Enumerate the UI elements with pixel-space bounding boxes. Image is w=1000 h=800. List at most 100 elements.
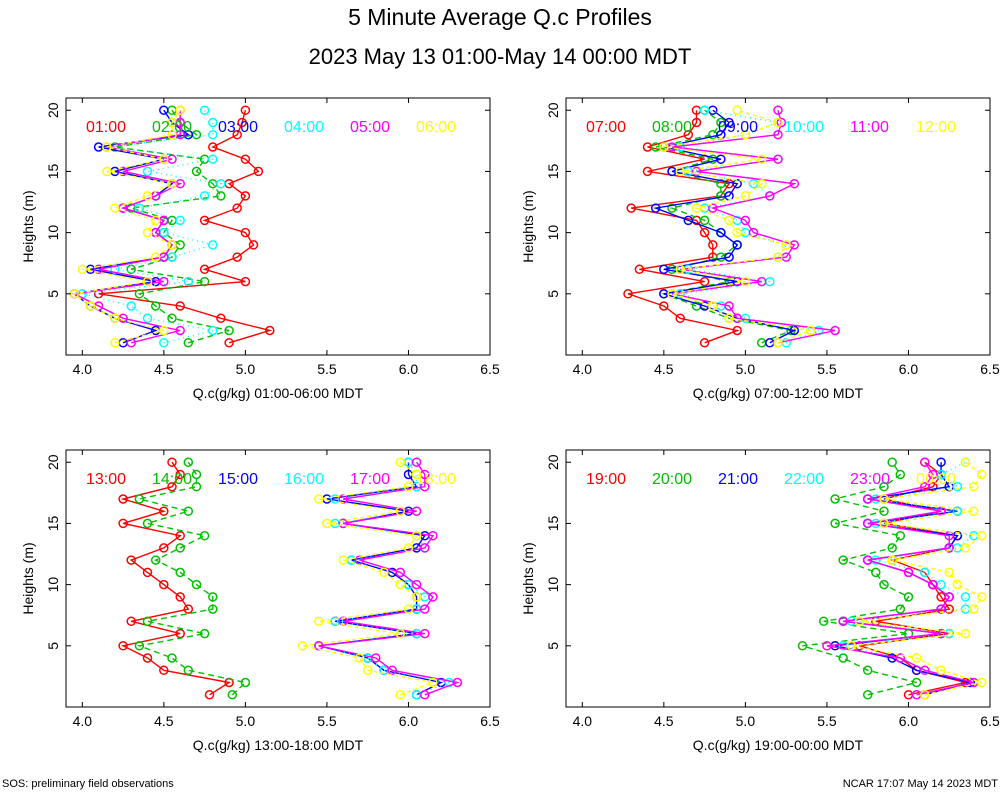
data-point-20:00-h8 (895, 604, 906, 614)
data-point-12:00-h15 (675, 166, 685, 177)
data-point-20:00-h11 (871, 567, 881, 578)
x-tick-label: 6.5 (980, 713, 1000, 729)
data-point-08:00-h11 (699, 215, 710, 226)
x-tick-label: 6.5 (980, 361, 1000, 377)
data-point-23:00-h9 (944, 592, 954, 602)
data-point-00:00-h16 (968, 506, 979, 516)
data-point-00:00-h8 (968, 604, 979, 614)
legend-entry-23:00: 23:00 (850, 471, 890, 488)
data-point-03:00-h20 (159, 105, 169, 115)
data-point-17:00-h2 (452, 677, 463, 688)
data-point-23:00-h18 (920, 481, 930, 492)
data-point-00:00-h20 (960, 457, 971, 467)
data-point-11:00-h13 (765, 191, 775, 201)
data-point-17:00-h9 (428, 592, 438, 602)
data-point-02:00-h5 (134, 289, 145, 299)
data-point-00:00-h3 (936, 665, 946, 676)
footer-note: SOS: preliminary field observations (2, 778, 174, 790)
series-line-02:00 (114, 109, 230, 344)
data-point-06:00-h14 (167, 178, 177, 189)
plot-frame (65, 97, 491, 356)
data-point-00:00-h13 (960, 543, 971, 553)
data-point-23:00-h19 (928, 469, 938, 480)
data-point-09:00-h10 (716, 227, 726, 238)
data-point-06:00-h13 (142, 191, 153, 201)
legend-entry-00:00: 00:00 (916, 471, 956, 488)
data-point-04:00-h16 (208, 154, 218, 164)
y-axis-label: Heights (m) (520, 542, 536, 614)
x-tick-label: 5.0 (236, 361, 256, 377)
data-point-23:00-h4 (895, 653, 906, 663)
data-point-12:00-h8 (773, 252, 783, 262)
y-tick-label: 15 (545, 515, 561, 531)
data-point-07:00-h15 (642, 166, 653, 177)
data-point-00:00-h15 (879, 518, 889, 529)
data-point-01:00-h12 (232, 203, 242, 213)
chart-panel-2: 07:00 08:00 09:00 10:00 11:00 12:00 4.0 4.5 5.0 5… (520, 97, 1000, 401)
data-point-02:00-h1 (183, 338, 194, 348)
data-point-01:00-h7 (199, 264, 210, 275)
footer-timestamp: NCAR 17:07 May 14 2023 MDT (842, 778, 998, 790)
data-point-20:00-h14 (895, 530, 906, 541)
data-point-01:00-h8 (232, 252, 242, 262)
x-tick-label: 5.5 (817, 713, 837, 729)
data-point-13:00-h15 (118, 518, 128, 529)
data-point-04:00-h4 (126, 301, 136, 311)
y-tick-label: 10 (545, 577, 561, 593)
data-point-18:00-h4 (354, 653, 365, 663)
data-point-18:00-h6 (395, 628, 406, 639)
y-axis-label: Heights (m) (20, 542, 36, 614)
data-point-20:00-h19 (895, 469, 906, 480)
x-tick-label: 4.5 (154, 361, 174, 377)
y-tick-label: 5 (45, 290, 61, 298)
legend-entry-08:00: 08:00 (652, 119, 692, 136)
data-point-09:00-h14 (732, 178, 742, 189)
series-line-11:00 (671, 110, 836, 344)
legend-entry-01:00: 01:00 (86, 119, 126, 136)
x-tick-label: 6.0 (399, 361, 419, 377)
data-point-12:00-h3 (724, 313, 734, 324)
data-point-07:00-h6 (699, 276, 710, 287)
data-point-14:00-h3 (183, 665, 194, 676)
data-point-00:00-h12 (887, 555, 897, 565)
legend-entry-06:00: 06:00 (416, 119, 456, 136)
data-point-17:00-h13 (420, 543, 430, 553)
data-point-21:00-h20 (936, 457, 946, 467)
data-point-17:00-h16 (411, 506, 422, 516)
data-point-20:00-h7 (818, 616, 829, 627)
data-point-13:00-h11 (142, 567, 153, 578)
data-point-00:00-h11 (944, 567, 954, 578)
data-point-02:00-h2 (224, 325, 234, 336)
chart-panel-3: 13:00 14:00 15:00 16:00 17:00 18:00 4.0 4.5 5.0 5… (20, 449, 500, 753)
data-point-18:00-h8 (403, 604, 414, 614)
data-point-22:00-h11 (920, 567, 930, 578)
data-point-07:00-h18 (683, 129, 694, 140)
x-tick-label: 4.0 (573, 361, 593, 377)
data-point-02:00-h6 (199, 276, 210, 287)
legend-entry-14:00: 14:00 (152, 471, 192, 488)
data-point-12:00-h5 (667, 289, 677, 299)
data-point-00:00-h1 (920, 690, 930, 700)
data-point-11:00-h2 (830, 325, 840, 336)
data-point-01:00-h17 (208, 142, 218, 152)
data-point-12:00-h7 (675, 264, 685, 275)
data-point-18:00-h5 (297, 641, 308, 651)
data-point-09:00-h11 (683, 215, 694, 226)
data-point-04:00-h13 (199, 191, 210, 201)
data-point-17:00-h8 (420, 604, 430, 614)
data-point-00:00-h17 (879, 494, 889, 504)
data-point-12:00-h16 (756, 154, 767, 164)
data-point-13:00-h19 (175, 469, 185, 480)
x-tick-label: 5.0 (736, 713, 756, 729)
data-point-02:00-h15 (191, 166, 202, 177)
data-point-22:00-h15 (871, 518, 881, 529)
plot-frame (565, 97, 991, 356)
data-point-09:00-h16 (716, 154, 726, 164)
series-line-07:00 (627, 110, 740, 344)
data-point-12:00-h20 (732, 105, 742, 115)
data-point-07:00-h12 (626, 203, 636, 213)
legend-entry-02:00: 02:00 (152, 119, 192, 136)
y-tick-label: 20 (545, 454, 561, 470)
data-point-01:00-h4 (175, 301, 185, 311)
data-point-17:00-h6 (420, 628, 430, 639)
